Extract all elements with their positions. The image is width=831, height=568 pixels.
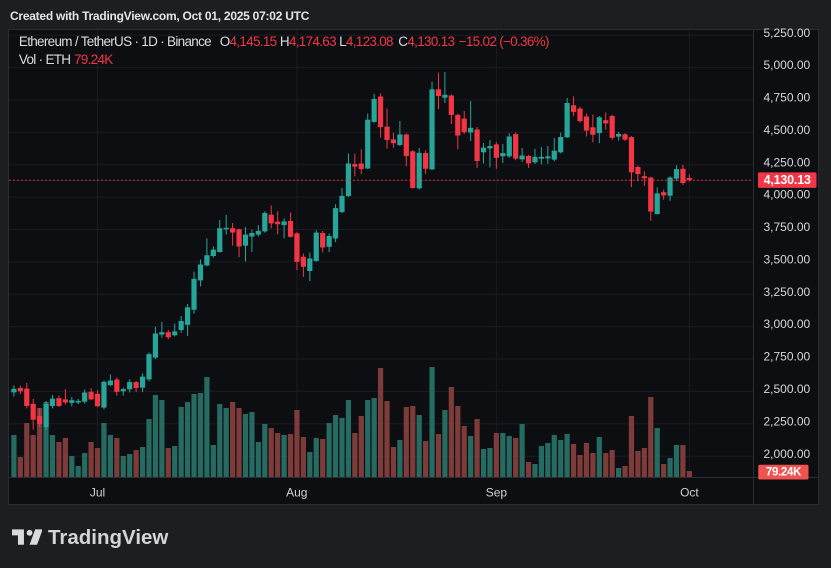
svg-text:5,250.00: 5,250.00 [764, 26, 811, 40]
svg-text:Sep: Sep [486, 486, 508, 500]
svg-text:4,750.00: 4,750.00 [764, 91, 811, 105]
svg-text:Jul: Jul [90, 486, 105, 500]
svg-text:5,000.00: 5,000.00 [764, 58, 811, 72]
svg-text:4,130.13: 4,130.13 [764, 173, 811, 187]
svg-text:2,500.00: 2,500.00 [764, 382, 811, 396]
svg-text:3,500.00: 3,500.00 [764, 252, 811, 266]
svg-text:3,000.00: 3,000.00 [764, 317, 811, 331]
svg-text:4,000.00: 4,000.00 [764, 188, 811, 202]
svg-text:2,750.00: 2,750.00 [764, 350, 811, 364]
svg-text:3,250.00: 3,250.00 [764, 285, 811, 299]
svg-text:2,000.00: 2,000.00 [764, 447, 811, 461]
svg-text:4,250.00: 4,250.00 [764, 155, 811, 169]
svg-text:79.24K: 79.24K [766, 467, 802, 479]
svg-text:2,250.00: 2,250.00 [764, 414, 811, 428]
svg-text:Aug: Aug [286, 486, 307, 500]
svg-text:4,500.00: 4,500.00 [764, 123, 811, 137]
svg-text:Oct: Oct [680, 486, 699, 500]
svg-text:3,750.00: 3,750.00 [764, 220, 811, 234]
